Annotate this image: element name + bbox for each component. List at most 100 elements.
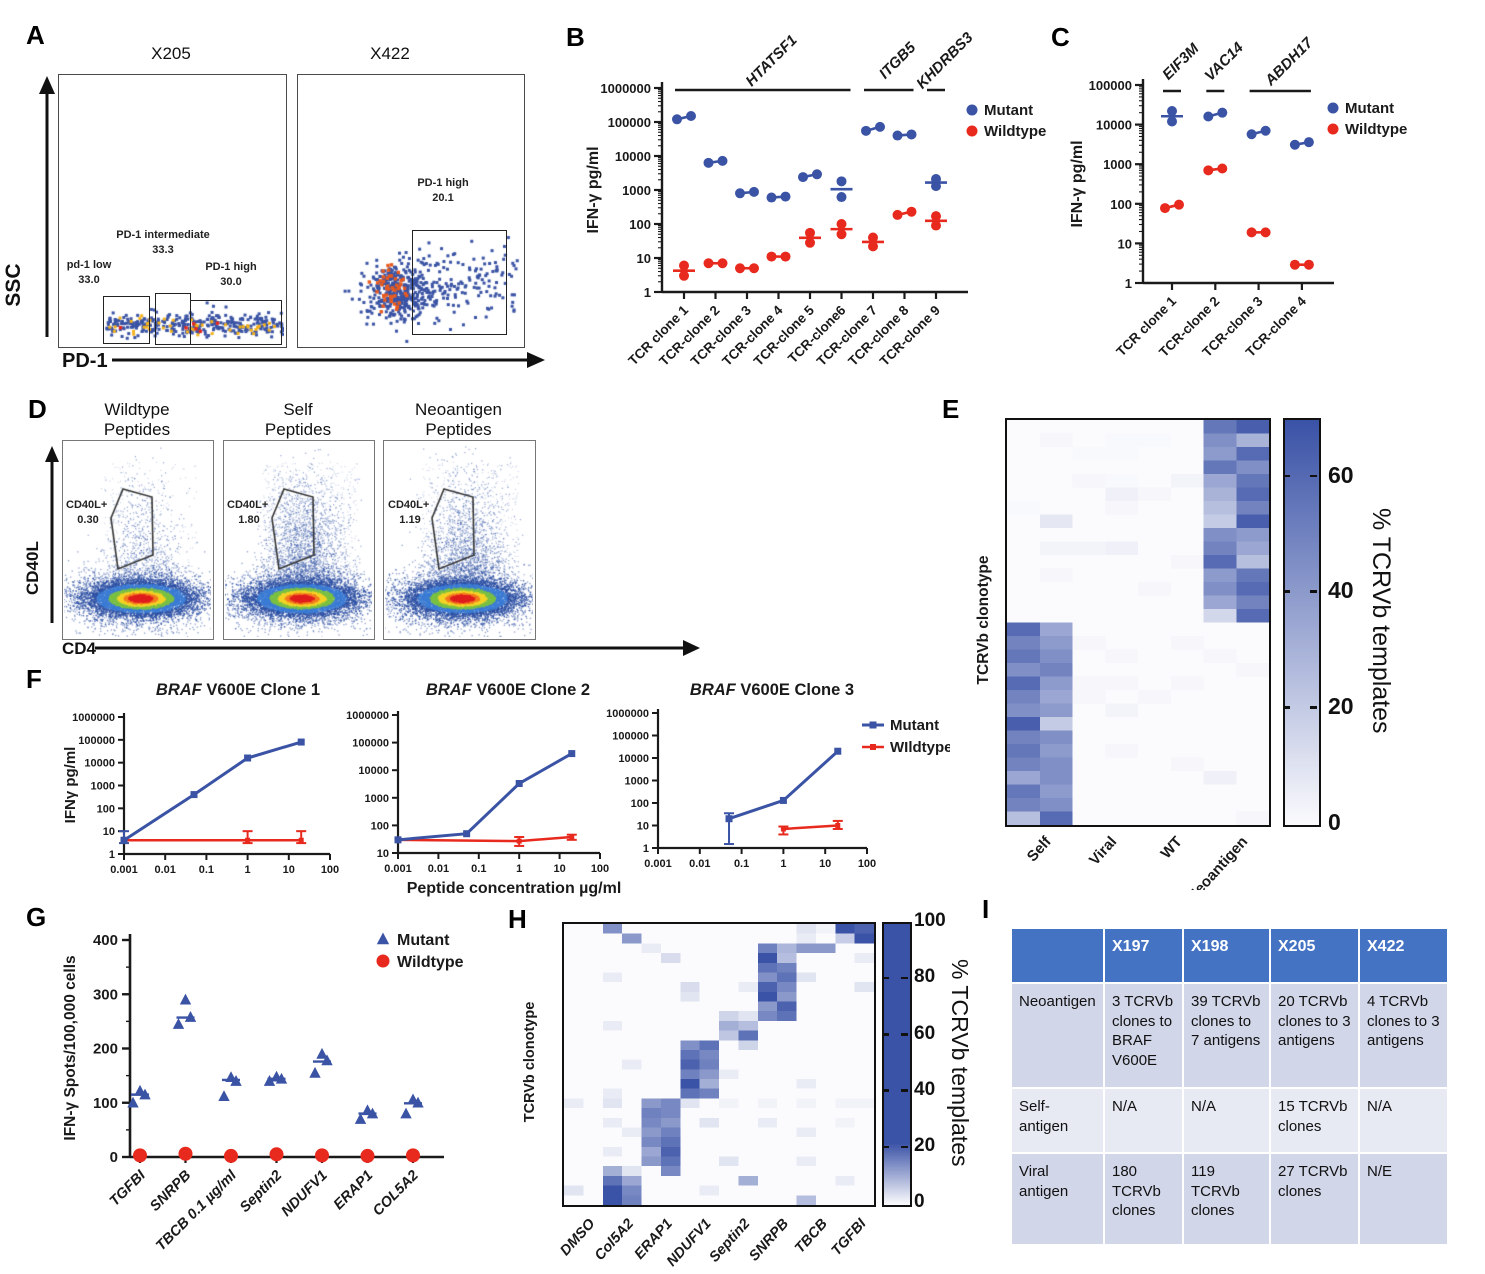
flow-title-x205: X205 xyxy=(151,44,191,63)
table-cell: N/A xyxy=(1184,1089,1269,1152)
table-cell: 39 TCRVb clones to 7 antigens xyxy=(1184,984,1269,1087)
svg-text:10000: 10000 xyxy=(84,758,115,770)
panel-a-axes: SSC PD-1 xyxy=(2,76,545,372)
svg-text:WT: WT xyxy=(1157,833,1185,862)
table-cell: N/E xyxy=(1360,1154,1447,1244)
d-title-line1: Wildtype xyxy=(104,400,170,419)
svg-text:Wildtype: Wildtype xyxy=(984,123,1046,140)
svg-text:0.1: 0.1 xyxy=(199,864,214,876)
svg-text:ABDH17: ABDH17 xyxy=(1261,34,1317,90)
panel-d-axes: CD40L CD4 xyxy=(23,446,700,658)
gate-label-pd1-high: PD-1 high 30.0 xyxy=(195,260,267,290)
panel-d-flow-plots: Wildtype Peptides Self Peptides Neoantig… xyxy=(0,390,730,680)
svg-text:TGFBI: TGFBI xyxy=(107,1167,150,1210)
table-header-blank xyxy=(1012,929,1103,982)
colorbar-tick-label: 80 xyxy=(914,966,936,988)
gate-label-text: PD-1 high xyxy=(205,261,257,273)
svg-text:100: 100 xyxy=(321,864,339,876)
gate-pd1-low[interactable] xyxy=(103,296,150,344)
svg-text:IFN-γ pg/ml: IFN-γ pg/ml xyxy=(1069,140,1086,227)
table-header-x198: X198 xyxy=(1184,929,1269,982)
svg-text:Wildtype: Wildtype xyxy=(1345,121,1407,138)
gate-label-value: 1.19 xyxy=(399,513,421,526)
svg-text:IFN-γ Spots/100,000 cells: IFN-γ Spots/100,000 cells xyxy=(62,955,79,1140)
svg-text:100: 100 xyxy=(858,858,876,870)
svg-text:VAC14: VAC14 xyxy=(1201,39,1247,85)
table-header-x197: X197 xyxy=(1105,929,1182,982)
table-cell: N/A xyxy=(1360,1089,1447,1152)
panel-label-c: C xyxy=(1051,22,1070,52)
colorbar-tick-label: 20 xyxy=(1328,693,1354,720)
table-cell: 180 TCRVb clones xyxy=(1105,1154,1182,1244)
d-gate-label-1: CD40L+ 0.30 xyxy=(66,498,110,528)
svg-text:10: 10 xyxy=(637,821,649,833)
svg-text:100000: 100000 xyxy=(352,738,389,750)
svg-text:1000000: 1000000 xyxy=(346,710,389,722)
panel-e-heatmap: % TCRVb templates 60 40 20 0 Self Viral WT Neoa… xyxy=(930,390,1485,905)
svg-text:1: 1 xyxy=(1125,276,1132,291)
svg-text:Viral: Viral xyxy=(1086,833,1120,868)
svg-text:ITGB5: ITGB5 xyxy=(876,39,920,83)
svg-text:100: 100 xyxy=(631,798,649,810)
panel-label-e: E xyxy=(942,394,960,424)
svg-text:IFN-γ pg/ml: IFN-γ pg/ml xyxy=(585,146,602,233)
svg-text:0: 0 xyxy=(110,1149,118,1166)
table-row-label: Self-antigen xyxy=(1012,1089,1103,1152)
svg-text:Peptide concentration µg/ml: Peptide concentration µg/ml xyxy=(407,880,622,897)
table-cell: 27 TCRVb clones xyxy=(1271,1154,1358,1244)
svg-text:1: 1 xyxy=(780,858,786,870)
gate-label-pd1-low: pd-1 low 33.0 xyxy=(52,258,126,288)
svg-text:BRAF V600E Clone 3: BRAF V600E Clone 3 xyxy=(690,681,854,699)
gate-label-value: 0.30 xyxy=(77,513,99,526)
colorbar-tick-label: 100 xyxy=(914,910,946,932)
svg-text:1000: 1000 xyxy=(1103,157,1132,172)
svg-text:ERAP1: ERAP1 xyxy=(632,1216,676,1263)
gate-x422-pd1-high[interactable] xyxy=(412,230,507,335)
svg-text:BRAF V600E Clone 1: BRAF V600E Clone 1 xyxy=(156,681,320,699)
svg-text:1: 1 xyxy=(643,843,649,855)
gate-label-text: PD-1 high xyxy=(417,177,469,189)
panel-label-f: F xyxy=(26,664,42,694)
panel-label-i: I xyxy=(982,894,990,924)
svg-text:300: 300 xyxy=(93,986,118,1003)
svg-text:1000: 1000 xyxy=(622,183,651,198)
svg-text:10000: 10000 xyxy=(618,753,649,765)
svg-text:Mutant: Mutant xyxy=(890,717,939,734)
svg-text:0.1: 0.1 xyxy=(471,863,486,875)
svg-text:0.001: 0.001 xyxy=(384,863,412,875)
gate-label-value: 20.1 xyxy=(432,191,454,204)
panel-c-chart: 1 10 100 1000 10000 100000 TCR clone 1 TCR-clon… xyxy=(1040,20,1485,385)
colorbar-tick-label: 60 xyxy=(914,1022,936,1044)
svg-text:0.01: 0.01 xyxy=(154,864,175,876)
panel-label-b: B xyxy=(566,22,585,52)
gate-label-value: 33.0 xyxy=(78,273,100,286)
d-title-line2: Peptides xyxy=(425,420,492,439)
panel-label-d: D xyxy=(28,394,47,424)
svg-text:HTATSF1: HTATSF1 xyxy=(742,32,800,90)
panel-a-flow-plots: X205 X422 pd-1 low 33.0 PD-1 intermediat… xyxy=(0,0,560,395)
svg-text:DMSO: DMSO xyxy=(557,1215,598,1259)
panel-label-g: G xyxy=(26,902,47,932)
svg-text:10: 10 xyxy=(1118,236,1132,251)
svg-text:1: 1 xyxy=(109,849,115,861)
gate-pd1-high[interactable] xyxy=(190,300,282,345)
svg-text:10: 10 xyxy=(377,848,389,860)
d-density-canvas-3 xyxy=(385,442,533,637)
svg-text:10: 10 xyxy=(103,826,115,838)
svg-text:10000: 10000 xyxy=(615,149,651,164)
h-heatmap-canvas xyxy=(564,924,874,1205)
table-cell: 3 TCRVb clones to BRAF V600E xyxy=(1105,984,1182,1087)
d-title-wildtype: Wildtype Peptides xyxy=(62,400,212,440)
gate-label-text: CD40L+ xyxy=(227,499,269,511)
svg-text:100: 100 xyxy=(629,217,651,232)
svg-text:BRAF V600E Clone 2: BRAF V600E Clone 2 xyxy=(426,681,590,699)
svg-text:1000000: 1000000 xyxy=(600,81,651,96)
svg-text:1000000: 1000000 xyxy=(606,708,649,720)
panel-h-heatmap: % TCRVb templates 100 80 60 40 20 0 DMSO Col5A2… xyxy=(500,880,995,1274)
gate-label-text: CD40L+ xyxy=(66,499,108,511)
svg-text:TCRVb clonotype: TCRVb clonotype xyxy=(975,555,992,684)
table-row-label: Viral antigen xyxy=(1012,1154,1103,1244)
svg-text:COL5A2: COL5A2 xyxy=(370,1168,422,1220)
svg-text:Septin2: Septin2 xyxy=(706,1216,753,1266)
svg-text:10: 10 xyxy=(819,858,831,870)
